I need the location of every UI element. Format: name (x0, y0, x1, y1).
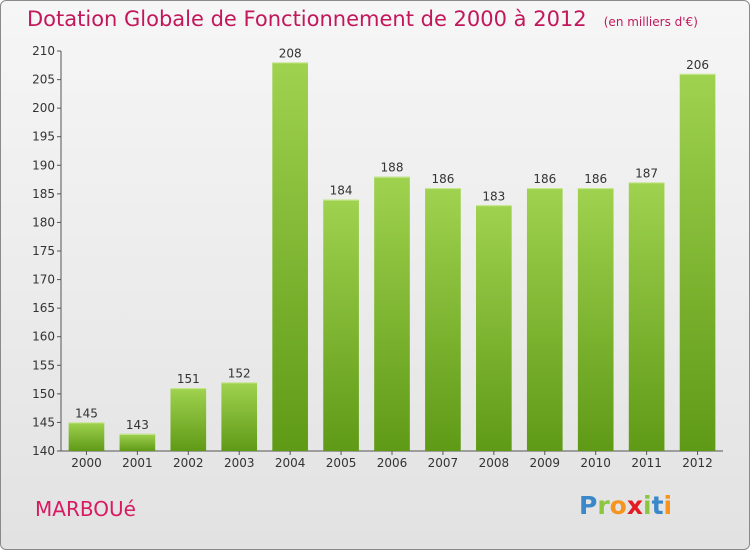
x-tick-label: 2006 (377, 456, 408, 470)
x-tick-label: 2010 (580, 456, 611, 470)
bar (68, 422, 105, 451)
y-tick-label: 195 (32, 130, 55, 144)
bar-value-label: 208 (279, 46, 302, 60)
bar-value-label: 145 (75, 406, 98, 420)
bar-value-label: 184 (330, 184, 353, 198)
logo-letter: i (643, 491, 652, 520)
logo-letter: r (597, 491, 610, 520)
x-tick-label: 2004 (275, 456, 306, 470)
bar (374, 176, 410, 451)
y-tick-label: 140 (32, 444, 55, 458)
x-tick-label: 2012 (682, 456, 713, 470)
bar (679, 73, 716, 451)
chart-unit-note: (en milliers d'€) (603, 15, 698, 29)
bar-value-label: 151 (177, 372, 200, 386)
bar (221, 382, 258, 451)
bar-value-label: 206 (686, 58, 709, 72)
bar-value-label: 186 (431, 172, 454, 186)
logo-letter: P (579, 491, 598, 520)
bar (526, 188, 563, 451)
x-tick-label: 2002 (173, 456, 204, 470)
logo-letter: i (663, 491, 673, 520)
commune-name: MARBOUé (35, 497, 136, 521)
bar (577, 188, 614, 451)
x-tick-label: 2009 (529, 456, 560, 470)
bar (425, 188, 461, 451)
y-tick-label: 150 (32, 387, 55, 401)
bar-value-label: 188 (381, 161, 404, 175)
bar (476, 205, 512, 451)
bar (272, 62, 308, 452)
x-tick-label: 2011 (631, 456, 662, 470)
chart-title-text: Dotation Globale de Fonctionnement de 20… (27, 7, 587, 31)
y-tick-label: 185 (32, 187, 55, 201)
y-tick-label: 175 (32, 244, 55, 258)
bar (119, 433, 156, 451)
y-tick-label: 205 (32, 73, 55, 87)
logo-letter: o (609, 491, 627, 520)
y-tick-label: 210 (32, 44, 55, 58)
bar (323, 199, 359, 451)
x-tick-label: 2008 (479, 456, 510, 470)
chart-title: Dotation Globale de Fonctionnement de 20… (27, 7, 698, 31)
y-tick-label: 155 (32, 358, 55, 372)
bar (628, 182, 665, 451)
bar (170, 388, 207, 451)
x-tick-label: 2005 (326, 456, 357, 470)
y-tick-label: 170 (32, 273, 55, 287)
y-tick-label: 145 (32, 415, 55, 429)
bar-value-label: 183 (482, 189, 505, 203)
y-tick-label: 165 (32, 301, 55, 315)
bar-value-label: 186 (584, 172, 607, 186)
bar-value-label: 186 (533, 172, 556, 186)
x-tick-label: 2003 (224, 456, 255, 470)
bar-value-label: 143 (126, 418, 149, 432)
y-tick-label: 200 (32, 101, 55, 115)
y-tick-label: 160 (32, 330, 55, 344)
y-tick-label: 190 (32, 158, 55, 172)
x-tick-label: 2000 (71, 456, 102, 470)
proxiti-logo: Proxiti (579, 491, 672, 520)
bar-value-label: 152 (228, 366, 251, 380)
logo-letter: t (651, 491, 664, 520)
logo-letter: x (626, 491, 643, 520)
x-tick-label: 2001 (122, 456, 153, 470)
y-tick-label: 180 (32, 215, 55, 229)
bar-value-label: 187 (635, 166, 658, 180)
x-tick-label: 2007 (428, 456, 459, 470)
